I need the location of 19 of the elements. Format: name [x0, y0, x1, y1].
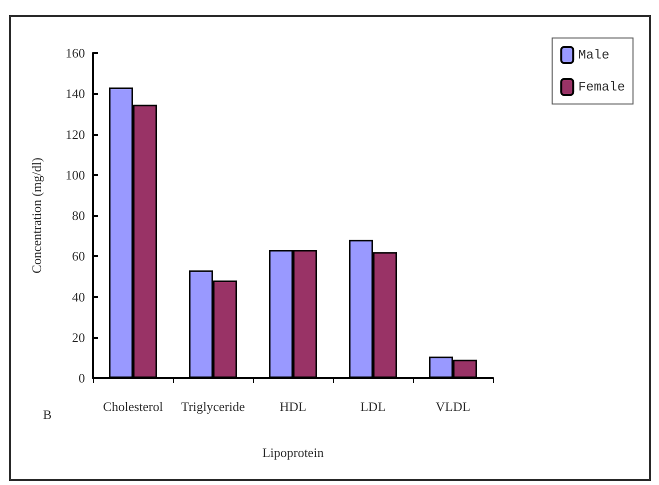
legend-label: Male — [578, 48, 610, 62]
y-tick-label: 140 — [66, 86, 85, 102]
y-tick-label: 0 — [78, 370, 85, 386]
x-tick-label: VLDL — [436, 399, 470, 414]
y-tick-label: 160 — [66, 46, 85, 60]
y-tick-label: 20 — [72, 330, 85, 345]
y-tick-label: 100 — [66, 167, 85, 182]
x-tick-label: Cholesterol — [103, 399, 164, 414]
y-axis-title: Concentration (mg/dl) — [29, 158, 44, 274]
x-tick-label: Triglyceride — [181, 399, 246, 414]
y-tick-label: 60 — [72, 248, 85, 264]
y-tick-label: 40 — [72, 289, 85, 304]
text: B — [43, 407, 52, 422]
y-tick-label: 80 — [72, 208, 85, 223]
y-tick-label: 120 — [66, 126, 85, 142]
x-tick-label: LDL — [360, 399, 386, 414]
legend-label: Female — [578, 80, 626, 94]
x-tick-label: HDL — [280, 399, 306, 414]
x-axis-title: Lipoprotein — [262, 445, 324, 460]
